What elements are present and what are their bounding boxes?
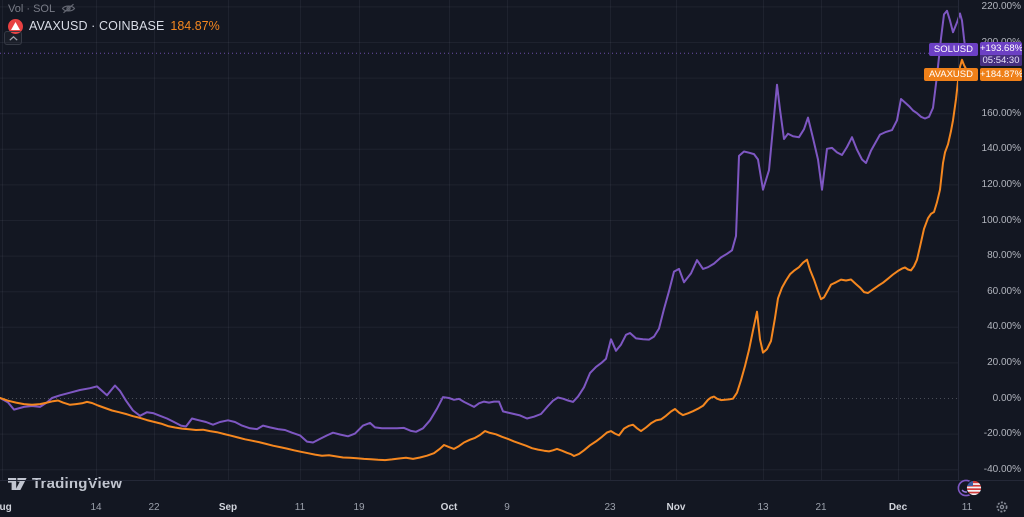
price-axis-tick: 160.00% bbox=[981, 107, 1021, 119]
usd-flag-icon bbox=[965, 479, 983, 497]
time-axis-tick: Dec bbox=[888, 502, 908, 513]
price-axis-tick: 220.00% bbox=[981, 0, 1021, 12]
study-label: Vol · SOL bbox=[8, 2, 56, 15]
time-axis-tick: 23 bbox=[604, 502, 616, 513]
price-axis-tick: 200.00% bbox=[982, 37, 1021, 48]
time-axis-tick: 13 bbox=[757, 502, 769, 513]
avalanche-logo-icon bbox=[8, 18, 23, 34]
avax-series-flag[interactable]: AVAXUSD bbox=[924, 68, 978, 82]
study-legend-row[interactable]: Vol · SOL bbox=[8, 2, 220, 15]
symbol-legend-row[interactable]: AVAXUSD · COINBASE 184.87% bbox=[8, 18, 220, 34]
price-axis-tick: 100.00% bbox=[981, 214, 1021, 226]
time-axis-tick: Oct bbox=[440, 502, 458, 513]
price-axis-tick: 140.00% bbox=[981, 143, 1021, 155]
time-axis-tick: 9 bbox=[504, 502, 510, 513]
time-axis-tick: 19 bbox=[353, 502, 365, 513]
price-axis-tick: -20.00% bbox=[983, 428, 1021, 440]
symbol-change-value: 184.87% bbox=[170, 19, 220, 33]
avaxusd-series-line[interactable] bbox=[0, 58, 967, 462]
time-axis[interactable]: Aug 14 22 Sep 11 19 Oct 9 23 Nov 13 21 Dec 11 bbox=[0, 480, 1024, 517]
price-axis-tick: 60.00% bbox=[987, 285, 1021, 297]
price-axis-tick: 20.00% bbox=[987, 356, 1021, 368]
time-axis-tick: Aug bbox=[0, 502, 12, 513]
time-axis-tick: Nov bbox=[666, 502, 686, 513]
time-axis-tick: 14 bbox=[90, 502, 102, 513]
symbol-pair-logos[interactable] bbox=[957, 479, 983, 502]
price-axis-tick: -40.00% bbox=[983, 463, 1021, 475]
avax-price-value: +184.87% bbox=[980, 68, 1022, 80]
solusd-series-line[interactable] bbox=[0, 9, 967, 444]
symbol-title: AVAXUSD · COINBASE bbox=[29, 19, 165, 33]
bar-countdown: 05:54:30 bbox=[980, 55, 1022, 67]
price-axis-tick: 0.00% bbox=[992, 392, 1021, 404]
time-axis-tick: 21 bbox=[815, 502, 827, 513]
price-axis-tick: 80.00% bbox=[987, 250, 1021, 262]
price-axis-tick: 120.00% bbox=[981, 178, 1021, 190]
chart-legend: Vol · SOL AVAXUSD · COINBASE 184.87% bbox=[4, 2, 220, 45]
avax-price-label[interactable]: +184.87% bbox=[980, 67, 1022, 81]
price-axis-tick: 40.00% bbox=[987, 321, 1021, 333]
chevron-up-icon bbox=[8, 35, 18, 41]
price-axis[interactable]: 220.00%200.00%180.00%160.00%140.00%120.0… bbox=[958, 0, 1024, 480]
time-axis-tick: Sep bbox=[218, 502, 238, 513]
sol-price-value: +193.68% bbox=[980, 43, 1022, 55]
time-axis-tick: 11 bbox=[294, 502, 306, 513]
axis-settings-gear-icon[interactable] bbox=[995, 500, 1009, 517]
sol-series-flag[interactable]: SOLUSD bbox=[928, 42, 978, 56]
time-axis-tick: 22 bbox=[148, 502, 160, 513]
eye-hidden-icon[interactable] bbox=[61, 3, 76, 14]
sol-price-label[interactable]: +193.68% 05:54:30 bbox=[980, 42, 1022, 67]
collapse-legend-button[interactable] bbox=[4, 31, 22, 45]
time-axis-tick: 11 bbox=[961, 502, 973, 513]
